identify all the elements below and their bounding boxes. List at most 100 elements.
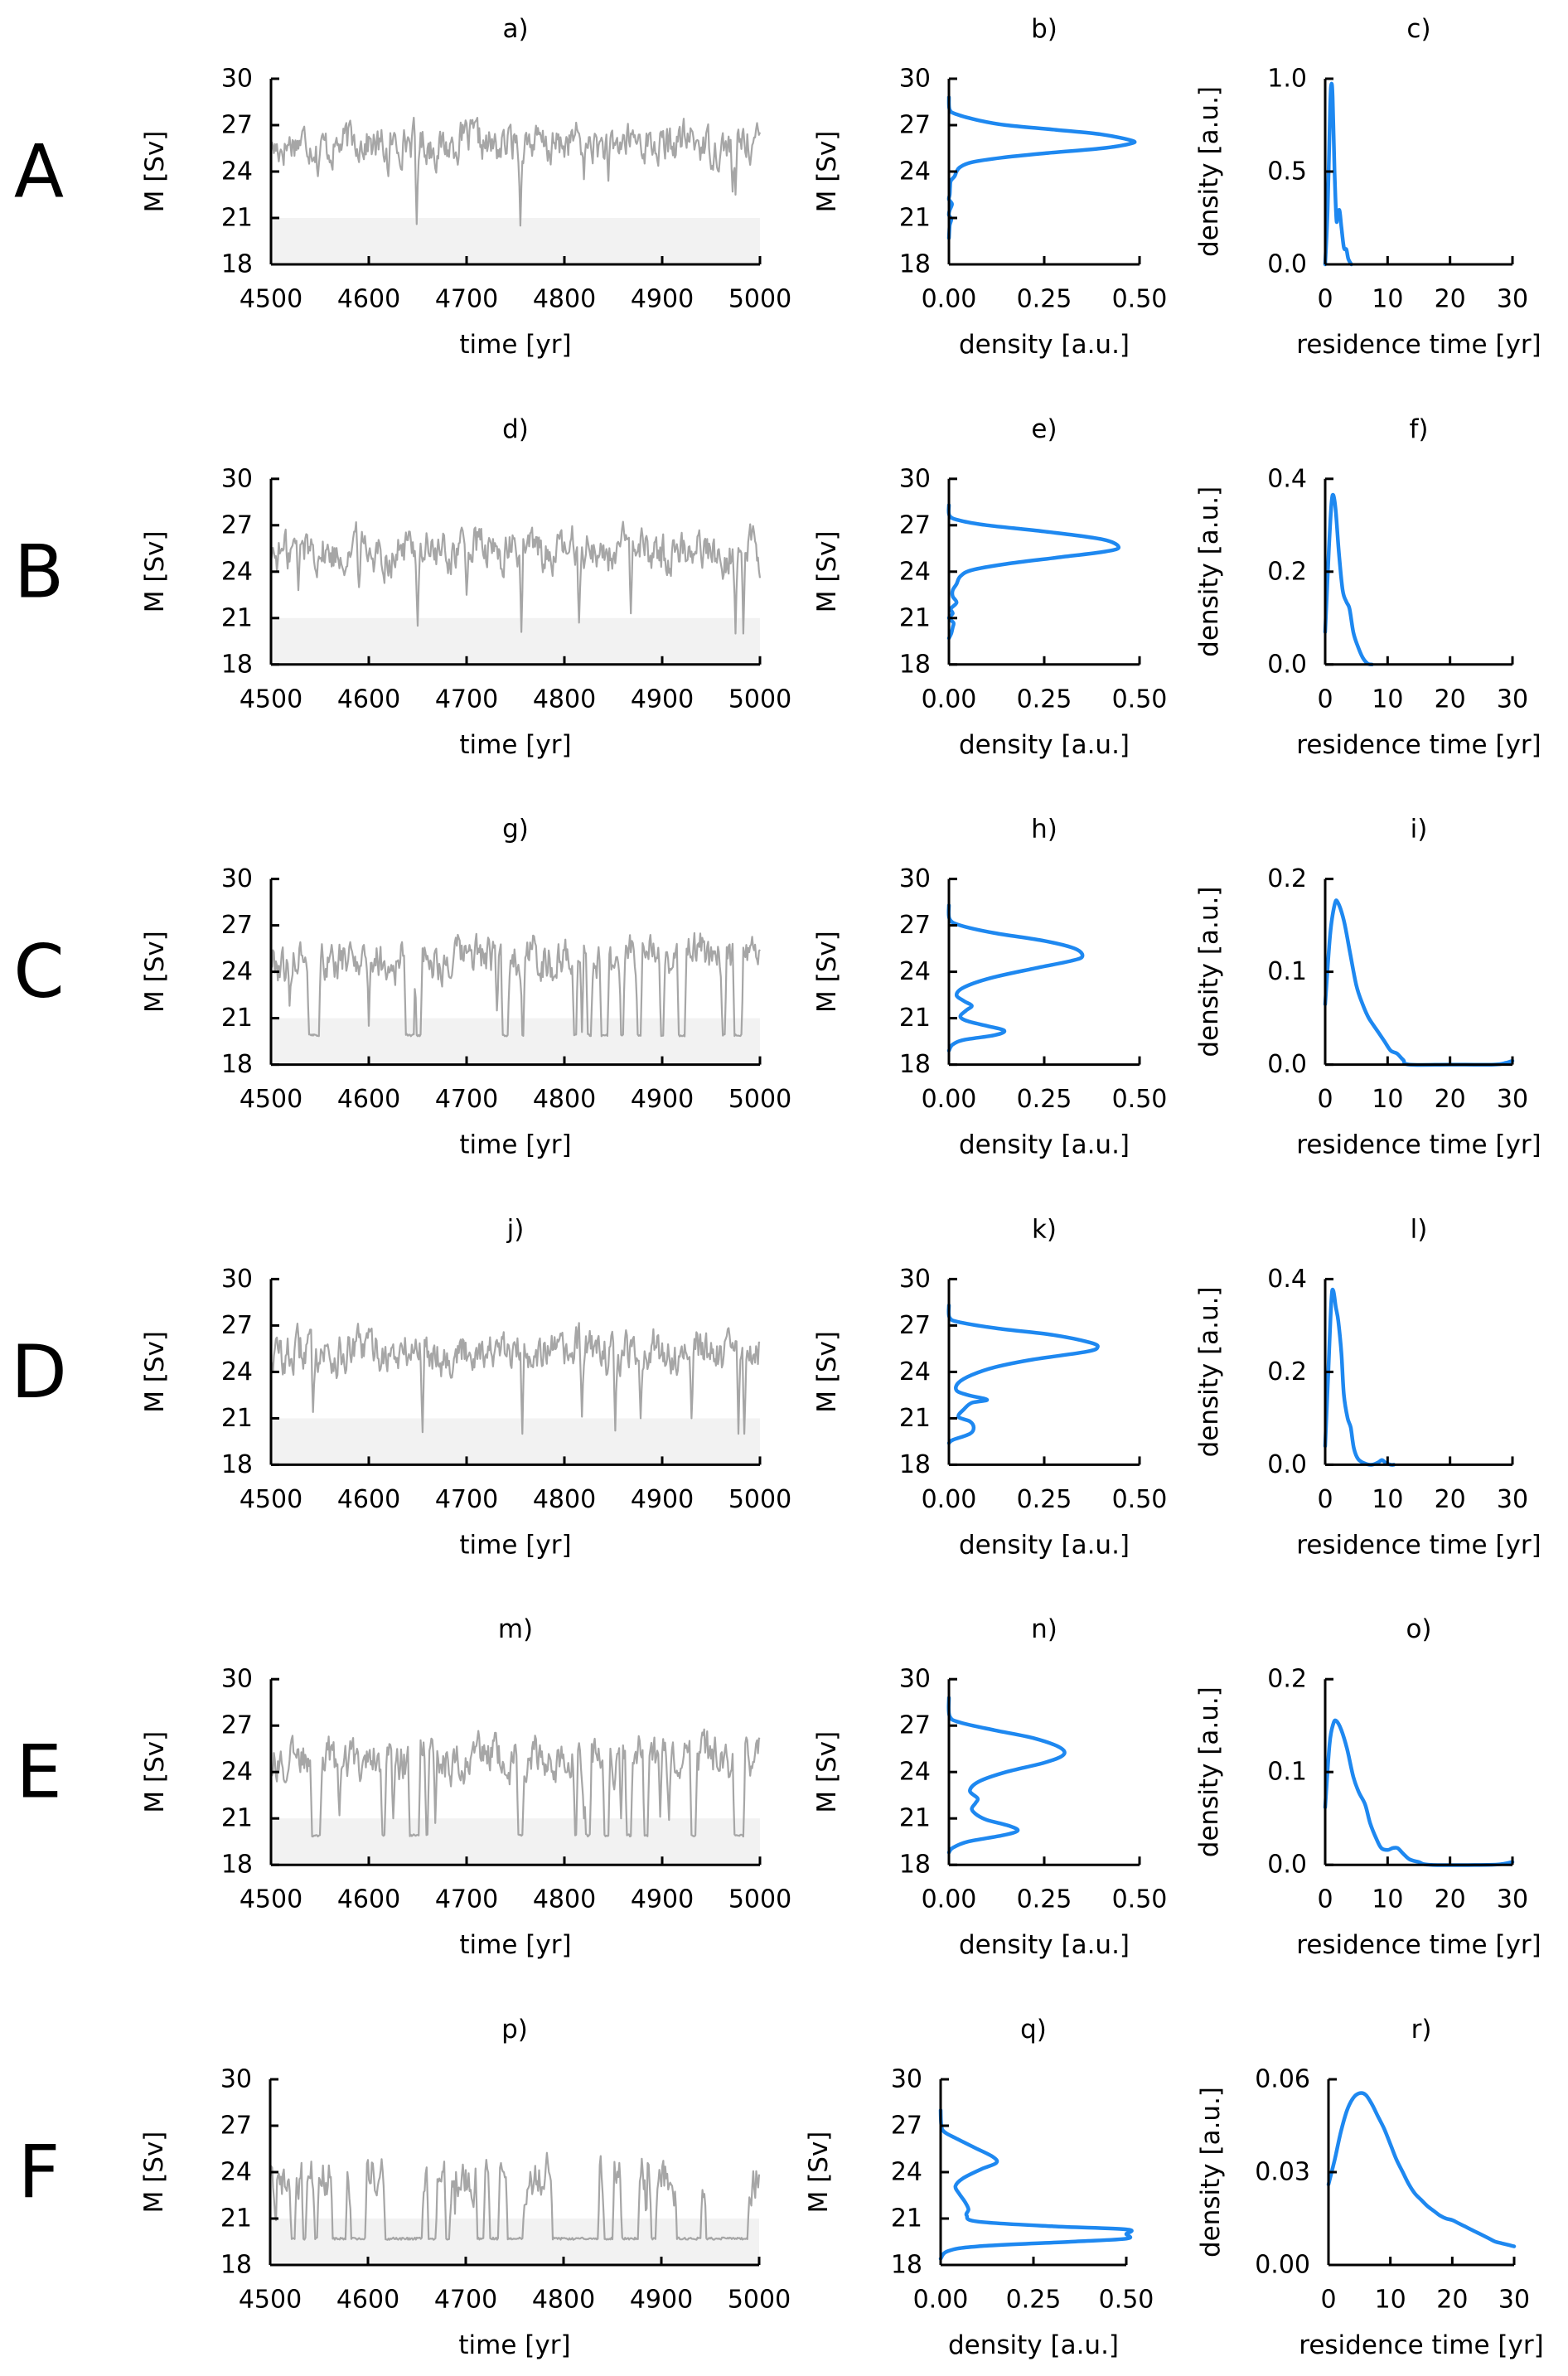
row-F: Fp) 18 21 24 27 30 4500 4600 4700 4800 4900 5000 tim… xyxy=(18,2015,1544,2360)
panel-title: m) xyxy=(498,1614,533,1644)
timeseries-line xyxy=(269,116,762,227)
x-tick-label: 4500 xyxy=(240,685,302,714)
y-tick-label: 0.5 xyxy=(1267,157,1307,186)
off-state-shading xyxy=(271,1018,760,1065)
y-tick-label: 21 xyxy=(899,1004,931,1033)
x-tick-label: 20 xyxy=(1435,285,1466,314)
y-tick-label: 30 xyxy=(899,464,931,493)
y-tick-label: 30 xyxy=(899,1665,931,1694)
residence-density-curve xyxy=(1326,2091,1517,2248)
y-axis-label: M [Sv] xyxy=(812,1731,842,1813)
x-tick-label: 0.00 xyxy=(913,2286,969,2315)
y-tick-label: 0.4 xyxy=(1267,1265,1307,1294)
x-axis-label: density [a.u.] xyxy=(959,1130,1130,1160)
y-tick-label: 30 xyxy=(899,864,931,893)
y-tick-label: 21 xyxy=(899,1804,931,1833)
x-tick-label: 30 xyxy=(1497,1885,1528,1914)
x-tick-label: 5000 xyxy=(728,285,791,314)
y-tick-label: 0.4 xyxy=(1267,464,1307,493)
y-tick-label: 0.0 xyxy=(1267,1050,1307,1079)
y-axis-label: density [a.u.] xyxy=(1194,486,1224,657)
x-axis-label: residence time [yr] xyxy=(1296,730,1541,760)
residence-density-curve xyxy=(1323,898,1515,1067)
x-axis-label: density [a.u.] xyxy=(948,2330,1119,2360)
y-tick-label: 0.0 xyxy=(1267,1851,1307,1880)
x-axis-label: time [yr] xyxy=(459,1930,571,1960)
row-E: Em) 18 21 24 27 30 4500 4600 4700 4800 4900 5000 tim… xyxy=(16,1614,1541,1960)
x-axis-label: density [a.u.] xyxy=(959,330,1130,360)
x-tick-label: 4700 xyxy=(435,285,498,314)
x-tick-label: 0.00 xyxy=(922,1085,977,1114)
y-tick-label: 21 xyxy=(221,1404,253,1433)
x-tick-label: 4500 xyxy=(240,1885,302,1914)
y-axis-label: M [Sv] xyxy=(140,931,170,1013)
x-tick-label: 0 xyxy=(1317,1885,1333,1914)
y-tick-label: 18 xyxy=(221,1050,253,1079)
row-B: Bd) 18 21 24 27 30 4500 4600 4700 4800 4900 5000 tim… xyxy=(14,414,1541,760)
x-tick-label: 0 xyxy=(1317,1485,1333,1514)
y-tick-label: 21 xyxy=(899,204,931,233)
x-tick-label: 4900 xyxy=(631,1085,694,1114)
y-tick-label: 27 xyxy=(220,2112,252,2141)
off-state-shading xyxy=(271,1818,760,1865)
y-tick-label: 30 xyxy=(899,65,931,94)
off-state-shading xyxy=(271,1418,760,1465)
x-tick-label: 30 xyxy=(1498,2286,1530,2315)
x-tick-label: 0.50 xyxy=(1112,1485,1168,1514)
x-tick-label: 0.00 xyxy=(922,1485,977,1514)
y-axis-label: M [Sv] xyxy=(812,530,842,612)
x-tick-label: 4500 xyxy=(240,285,302,314)
x-tick-label: 10 xyxy=(1372,285,1403,314)
x-tick-label: 4800 xyxy=(533,1885,596,1914)
off-state-shading xyxy=(271,218,760,264)
density-curve xyxy=(938,2108,1134,2261)
y-tick-label: 24 xyxy=(221,157,253,186)
x-tick-label: 4900 xyxy=(631,285,694,314)
y-tick-label: 0.03 xyxy=(1255,2158,1310,2187)
y-tick-label: 21 xyxy=(899,1404,931,1433)
x-tick-label: 5000 xyxy=(728,685,791,714)
x-axis-label: density [a.u.] xyxy=(959,1530,1130,1560)
x-tick-label: 4600 xyxy=(337,1085,400,1114)
x-tick-label: 20 xyxy=(1435,685,1466,714)
row-A: Aa) 18 21 24 27 30 4500 4600 4700 4800 4900 5000 tim… xyxy=(14,14,1541,360)
y-tick-label: 24 xyxy=(899,1758,931,1787)
density-panel: q) 18 21 24 27 30 0.00 0.25 0.50 density [a.u.] M … xyxy=(804,2015,1154,2360)
x-axis-label: density [a.u.] xyxy=(959,1930,1130,1960)
row-letter: B xyxy=(14,529,64,614)
row-C: Cg) 18 21 24 27 30 4500 4600 4700 4800 4900 5000 tim… xyxy=(13,815,1541,1160)
panel-title: l) xyxy=(1411,1214,1428,1244)
x-axis-label: residence time [yr] xyxy=(1296,1930,1541,1960)
y-tick-label: 0.0 xyxy=(1267,1450,1307,1479)
panel-title: c) xyxy=(1406,14,1430,44)
residence-time-panel: c) 0.0 0.5 1.0 0 10 20 30 residence time [yr] den… xyxy=(1194,14,1541,360)
panel-title: d) xyxy=(502,414,529,444)
y-tick-label: 18 xyxy=(221,650,253,679)
y-tick-label: 24 xyxy=(899,1357,931,1386)
x-tick-label: 30 xyxy=(1497,1085,1528,1114)
y-tick-label: 0.2 xyxy=(1267,1665,1307,1694)
y-tick-label: 30 xyxy=(221,464,253,493)
panel-title: i) xyxy=(1411,815,1428,844)
x-axis-label: time [yr] xyxy=(458,2330,570,2360)
x-tick-label: 0.50 xyxy=(1112,285,1168,314)
x-tick-label: 5000 xyxy=(728,1485,791,1514)
x-tick-label: 0 xyxy=(1317,685,1333,714)
y-tick-label: 27 xyxy=(899,1311,931,1340)
y-tick-label: 18 xyxy=(899,650,931,679)
y-axis-label: density [a.u.] xyxy=(1194,86,1224,257)
y-tick-label: 27 xyxy=(891,2112,922,2141)
panel-title: p) xyxy=(501,2015,528,2045)
x-tick-label: 0.25 xyxy=(1017,1485,1072,1514)
y-tick-label: 21 xyxy=(220,2204,252,2233)
x-tick-label: 0.50 xyxy=(1112,1885,1168,1914)
x-tick-label: 30 xyxy=(1497,685,1528,714)
x-tick-label: 4700 xyxy=(435,1885,498,1914)
y-tick-label: 30 xyxy=(221,864,253,893)
y-axis-label: density [a.u.] xyxy=(1194,887,1224,1057)
panel-title: k) xyxy=(1032,1214,1057,1244)
panel-title: g) xyxy=(502,815,529,844)
x-tick-label: 4800 xyxy=(533,285,596,314)
x-axis-label: residence time [yr] xyxy=(1296,1130,1541,1160)
y-tick-label: 18 xyxy=(221,250,253,279)
